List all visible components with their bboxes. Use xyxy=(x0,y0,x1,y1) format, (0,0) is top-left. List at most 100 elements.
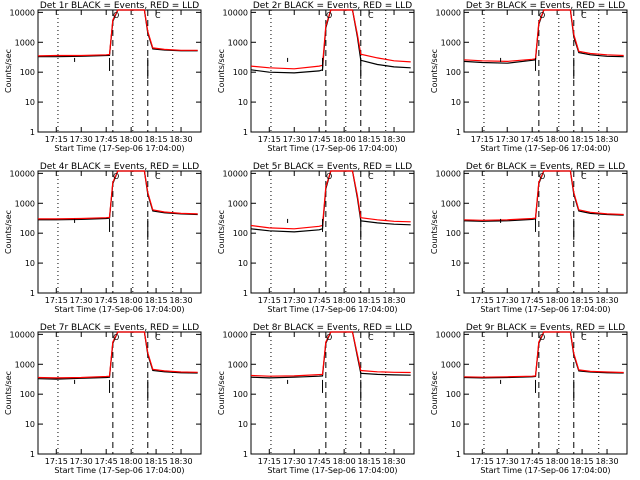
x-tick-label: 18:00 xyxy=(333,296,356,305)
y-tick-label: 100 xyxy=(20,390,35,399)
x-tick-label: 17:45 xyxy=(521,296,544,305)
x-tick-label: 18:15 xyxy=(145,135,168,144)
y-axis-label: Counts/sec xyxy=(217,210,226,254)
plot-frame xyxy=(37,331,202,455)
plot-frame xyxy=(250,9,415,133)
y-tick-label: 100 xyxy=(20,68,35,77)
x-tick-label: 17:30 xyxy=(283,135,306,144)
y-tick-label: 1000 xyxy=(441,360,461,369)
x-tick-label: 17:15 xyxy=(258,457,281,466)
x-tick-label: 18:30 xyxy=(383,457,406,466)
panel-3: Det 3r BLACK = Events, RED = LLD 1 10 100 10… xyxy=(430,1,628,153)
series-lld xyxy=(250,170,411,230)
y-tick-label: 1000 xyxy=(228,360,248,369)
y-axis-label: Counts/sec xyxy=(430,371,439,415)
panel-7: Det 7r BLACK = Events, RED = LLD 1 10 100 10… xyxy=(4,323,202,475)
marker-c: C xyxy=(368,11,374,20)
x-axis-label: Start Time (17-Sep-06 17:04:00) xyxy=(267,466,397,475)
panel-title: Det 7r BLACK = Events, RED = LLD xyxy=(40,323,199,333)
series-lld xyxy=(38,170,198,220)
plot-frame xyxy=(250,170,415,294)
y-tick-label: 10000 xyxy=(223,330,248,339)
plot-frame xyxy=(250,331,415,455)
y-tick-label: 10 xyxy=(238,420,248,429)
y-axis-label: Counts/sec xyxy=(430,210,439,254)
y-tick-label: 10000 xyxy=(10,330,35,339)
y-tick-label: 10 xyxy=(238,98,248,107)
y-tick-label: 10 xyxy=(25,98,35,107)
marker-o: O xyxy=(326,172,332,181)
y-tick-label: 1000 xyxy=(228,38,248,47)
y-tick-label: 100 xyxy=(446,68,461,77)
x-axis-label: Start Time (17-Sep-06 17:04:00) xyxy=(54,466,184,475)
y-tick-label: 10000 xyxy=(223,8,248,17)
y-tick-label: 10000 xyxy=(10,169,35,178)
y-tick-label: 1000 xyxy=(441,199,461,208)
x-tick-label: 17:30 xyxy=(70,457,93,466)
y-tick-label: 10 xyxy=(238,259,248,268)
x-tick-label: 18:15 xyxy=(571,457,594,466)
series-lld xyxy=(37,9,198,57)
panel-title: Det 6r BLACK = Events, RED = LLD xyxy=(466,162,625,172)
x-tick-label: 18:00 xyxy=(546,457,569,466)
x-axis-label: Start Time (17-Sep-06 17:04:00) xyxy=(54,144,184,153)
y-tick-label: 1 xyxy=(243,128,248,137)
marker-c: C xyxy=(581,172,587,181)
x-tick-label: 17:15 xyxy=(45,457,68,466)
x-tick-label: 18:00 xyxy=(333,135,356,144)
panel-5: Det 5r BLACK = Events, RED = LLD 1 10 100 10… xyxy=(217,162,415,314)
marker-o: O xyxy=(539,11,545,20)
x-tick-label: 17:45 xyxy=(521,457,544,466)
x-tick-label: 18:30 xyxy=(170,457,193,466)
series-lld xyxy=(250,9,411,70)
y-tick-label: 1000 xyxy=(441,38,461,47)
x-tick-label: 17:45 xyxy=(95,296,118,305)
y-tick-label: 10 xyxy=(451,420,461,429)
marker-o: O xyxy=(326,333,332,342)
y-axis-label: Counts/sec xyxy=(4,49,13,93)
x-tick-label: 18:30 xyxy=(596,296,619,305)
x-tick-label: 17:45 xyxy=(521,135,544,144)
plot-frame xyxy=(463,170,628,294)
x-tick-label: 17:15 xyxy=(45,135,68,144)
x-axis-label: Start Time (17-Sep-06 17:04:00) xyxy=(54,305,184,314)
y-axis-label: Counts/sec xyxy=(217,49,226,93)
y-tick-label: 100 xyxy=(233,68,248,77)
marker-o: O xyxy=(326,11,332,20)
panel-title: Det 1r BLACK = Events, RED = LLD xyxy=(40,1,199,11)
x-tick-label: 17:30 xyxy=(70,135,93,144)
y-axis-label: Counts/sec xyxy=(217,371,226,415)
y-axis-label: Counts/sec xyxy=(430,49,439,93)
marker-c: C xyxy=(581,11,587,20)
x-tick-label: 18:30 xyxy=(170,296,193,305)
panel-8: Det 8r BLACK = Events, RED = LLD 1 10 100 10… xyxy=(217,323,415,475)
panel-title: Det 9r BLACK = Events, RED = LLD xyxy=(466,323,625,333)
x-tick-label: 17:45 xyxy=(308,135,331,144)
plot-frame xyxy=(463,9,628,133)
y-tick-label: 1 xyxy=(456,128,461,137)
y-tick-label: 10 xyxy=(451,259,461,268)
marker-c: C xyxy=(155,333,161,342)
x-tick-label: 18:00 xyxy=(120,296,143,305)
marker-o: O xyxy=(113,172,119,181)
y-tick-label: 10000 xyxy=(223,169,248,178)
x-tick-label: 17:15 xyxy=(471,135,494,144)
y-tick-label: 1 xyxy=(456,289,461,298)
marker-c: C xyxy=(368,172,374,181)
plot-frame xyxy=(37,170,202,294)
x-tick-label: 17:30 xyxy=(283,296,306,305)
x-tick-label: 18:30 xyxy=(170,135,193,144)
series-lld xyxy=(463,170,624,221)
y-tick-label: 100 xyxy=(20,229,35,238)
marker-o: O xyxy=(539,172,545,181)
x-tick-label: 18:00 xyxy=(333,457,356,466)
x-axis-label: Start Time (17-Sep-06 17:04:00) xyxy=(480,144,610,153)
x-tick-label: 17:30 xyxy=(496,457,519,466)
panel-title: Det 2r BLACK = Events, RED = LLD xyxy=(253,1,412,11)
x-tick-label: 17:30 xyxy=(496,135,519,144)
marker-o: O xyxy=(539,333,545,342)
x-tick-label: 17:15 xyxy=(45,296,68,305)
y-tick-label: 10 xyxy=(451,98,461,107)
x-tick-label: 17:15 xyxy=(258,296,281,305)
